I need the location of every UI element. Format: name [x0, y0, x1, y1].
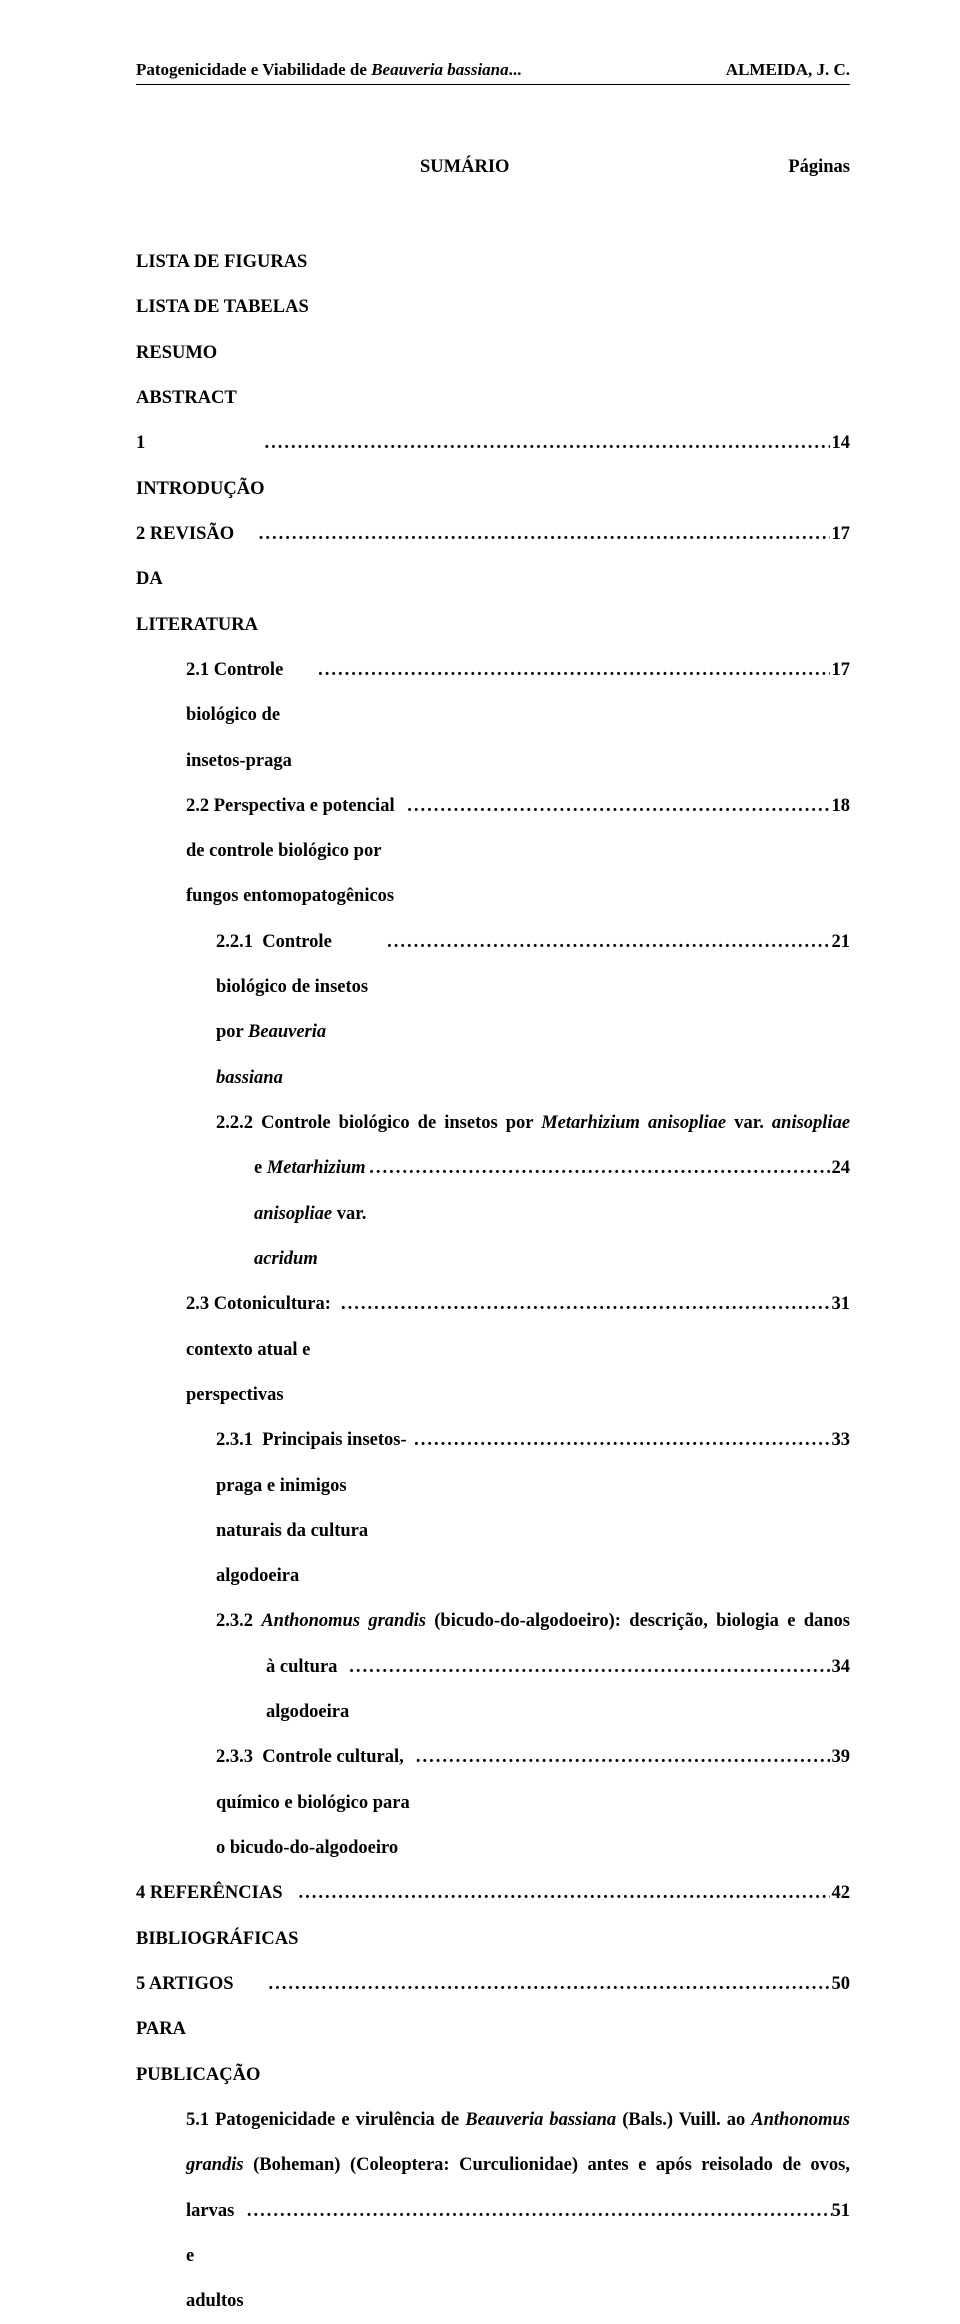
toc-5-1-line2: grandis (Boheman) (Coleoptera: Curculion… — [186, 2143, 850, 2188]
toc-dots — [416, 1735, 830, 1780]
toc-italic: Beauveria bassiana — [465, 2110, 622, 2130]
toc-italic: acridum — [254, 1249, 318, 1269]
toc-prefix: 2.2.2 — [216, 1113, 253, 1133]
toc-2-3-2-line2: à cultura algodoeira 34 — [136, 1645, 850, 1736]
toc-page: 31 — [830, 1282, 851, 1327]
toc-text: var. — [726, 1113, 772, 1133]
toc-label: 4 REFERÊNCIAS BIBLIOGRÁFICAS — [136, 1871, 298, 1962]
toc-prefix: 2.2.1 — [216, 932, 253, 952]
sumario-title: SUMÁRIO — [136, 145, 509, 190]
toc-page: 21 — [830, 920, 851, 965]
header-left-italic: Beauveria bassiana — [371, 60, 508, 79]
header-left-prefix: Patogenicidade e Viabilidade de — [136, 60, 371, 79]
toc-2-3: 2.3 Cotonicultura: contexto atual e pers… — [136, 1282, 850, 1418]
header-divider — [136, 84, 850, 85]
toc-text: (Bals.) Vuill. ao — [622, 2110, 751, 2130]
toc-revisao: 2 REVISÃO DA LITERATURA 17 — [136, 512, 850, 648]
toc-italic: Metarhizium anisopliae — [541, 1113, 726, 1133]
preamble-block: LISTA DE FIGURAS LISTA DE TABELAS RESUMO… — [136, 240, 850, 421]
page-header: Patogenicidade e Viabilidade de Beauveri… — [136, 58, 850, 82]
toc-5-1: 5.1 Patogenicidade e virulência de Beauv… — [136, 2098, 850, 2324]
toc-prefix: 2.3.2 — [216, 1611, 253, 1631]
toc-5-1-line1: 5.1 Patogenicidade e virulência de Beauv… — [186, 2098, 850, 2143]
toc-page: 39 — [830, 1735, 851, 1780]
preamble-line-figuras: LISTA DE FIGURAS — [136, 240, 850, 285]
toc-label: 2.3.1 Principais insetos-praga e inimigo… — [216, 1418, 414, 1599]
toc-label: 2 REVISÃO DA LITERATURA — [136, 512, 259, 648]
toc-label: 2.3 Cotonicultura: contexto atual e pers… — [186, 1282, 341, 1418]
toc-italic: anisopliae — [772, 1113, 850, 1133]
preamble-line-tabelas: LISTA DE TABELAS — [136, 285, 850, 330]
toc-page: 14 — [830, 421, 851, 466]
toc-text: (bicudo-do-algodoeiro): descrição, biolo… — [434, 1611, 850, 1631]
toc-italic: grandis — [186, 2155, 244, 2175]
toc-dots — [247, 2189, 832, 2234]
toc-page: 33 — [830, 1418, 851, 1463]
toc-2-2-2-line1: 2.2.2 Controle biológico de insetos por … — [136, 1101, 850, 1146]
toc-label: à cultura algodoeira — [266, 1645, 349, 1736]
toc-2-3-2-line1: 2.3.2 Anthonomus grandis (bicudo-do-algo… — [136, 1599, 850, 1644]
toc-artigos: 5 ARTIGOS PARA PUBLICAÇÃO 50 — [136, 1962, 850, 2098]
toc-page: 18 — [830, 784, 851, 829]
toc-text: 5.1 Patogenicidade e virulência de — [186, 2110, 465, 2130]
toc-page: 17 — [830, 648, 851, 693]
toc-dots — [407, 784, 829, 829]
toc-label: e Metarhizium anisopliae var. acridum — [254, 1146, 369, 1282]
toc-dots — [318, 648, 829, 693]
toc-5-1-line3: larvas e adultos 51 — [186, 2189, 850, 2324]
toc-italic: Anthonomus — [751, 2110, 850, 2130]
sumario-row: SUMÁRIO Páginas — [136, 145, 850, 190]
toc-page: 17 — [830, 512, 851, 557]
sumario-pages-label: Páginas — [788, 145, 850, 190]
toc-dots — [298, 1871, 829, 1916]
toc-page: 24 — [830, 1146, 851, 1191]
toc-text: e — [254, 1158, 267, 1178]
header-left-suffix: ... — [509, 60, 522, 79]
toc-page: 50 — [830, 1962, 851, 2007]
toc-2-3-1: 2.3.1 Principais insetos-praga e inimigo… — [136, 1418, 850, 1599]
header-left: Patogenicidade e Viabilidade de Beauveri… — [136, 58, 521, 82]
toc-prefix: 2.3.1 — [216, 1430, 253, 1450]
toc-2-2-2-line2: e Metarhizium anisopliae var. acridum 24 — [136, 1146, 850, 1282]
toc-page: 51 — [832, 2189, 851, 2234]
toc-label: 2.3.3 Controle cultural, químico e bioló… — [216, 1735, 416, 1871]
toc-prefix: 2.3.3 — [216, 1747, 253, 1767]
toc-2-2-1: 2.2.1 Controle biológico de insetos por … — [136, 920, 850, 1101]
toc-2-3-3: 2.3.3 Controle cultural, químico e bioló… — [136, 1735, 850, 1871]
toc-page: 42 — [830, 1871, 851, 1916]
toc-label: larvas e adultos — [186, 2189, 247, 2324]
toc-dots — [414, 1418, 829, 1463]
toc-2-1: 2.1 Controle biológico de insetos-praga … — [136, 648, 850, 784]
toc-referencias: 4 REFERÊNCIAS BIBLIOGRÁFICAS 42 — [136, 1871, 850, 1962]
preamble-line-abstract: ABSTRACT — [136, 376, 850, 421]
toc-label: 2.1 Controle biológico de insetos-praga — [186, 648, 318, 784]
toc-label: 5 ARTIGOS PARA PUBLICAÇÃO — [136, 1962, 269, 2098]
toc-dots — [349, 1645, 829, 1690]
preamble-line-resumo: RESUMO — [136, 331, 850, 376]
toc-dots — [369, 1146, 829, 1191]
toc-introducao: 1 INTRODUÇÃO 14 — [136, 421, 850, 512]
toc-text: var. — [337, 1204, 367, 1224]
toc-italic: Anthonomus grandis — [261, 1611, 434, 1631]
header-right: ALMEIDA, J. C. — [726, 58, 850, 82]
toc-text: Principais insetos-praga e inimigos natu… — [216, 1430, 407, 1586]
toc-dots — [259, 512, 830, 557]
toc-page: 34 — [830, 1645, 851, 1690]
toc-label: 2.2 Perspectiva e potencial de controle … — [186, 784, 407, 920]
toc-2-2: 2.2 Perspectiva e potencial de controle … — [136, 784, 850, 920]
toc-text: (Boheman) (Coleoptera: Curculionidae) an… — [244, 2155, 850, 2175]
toc-dots — [269, 1962, 830, 2007]
toc-label: 2.2.1 Controle biológico de insetos por … — [216, 920, 387, 1101]
toc-dots — [264, 421, 829, 466]
toc-dots — [387, 920, 829, 965]
toc-label: 1 INTRODUÇÃO — [136, 421, 264, 512]
toc-dots — [341, 1282, 830, 1327]
toc-text: Controle biológico de insetos por — [261, 1113, 541, 1133]
